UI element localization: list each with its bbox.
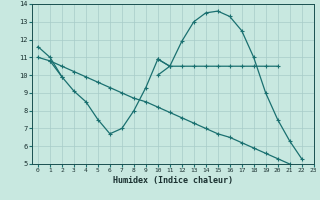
Text: Courbe de l’humidex pour Oehringen: Courbe de l’humidex pour Oehringen bbox=[81, 5, 239, 15]
X-axis label: Humidex (Indice chaleur): Humidex (Indice chaleur) bbox=[113, 176, 233, 185]
